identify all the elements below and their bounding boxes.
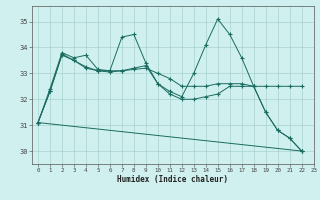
X-axis label: Humidex (Indice chaleur): Humidex (Indice chaleur) <box>117 175 228 184</box>
